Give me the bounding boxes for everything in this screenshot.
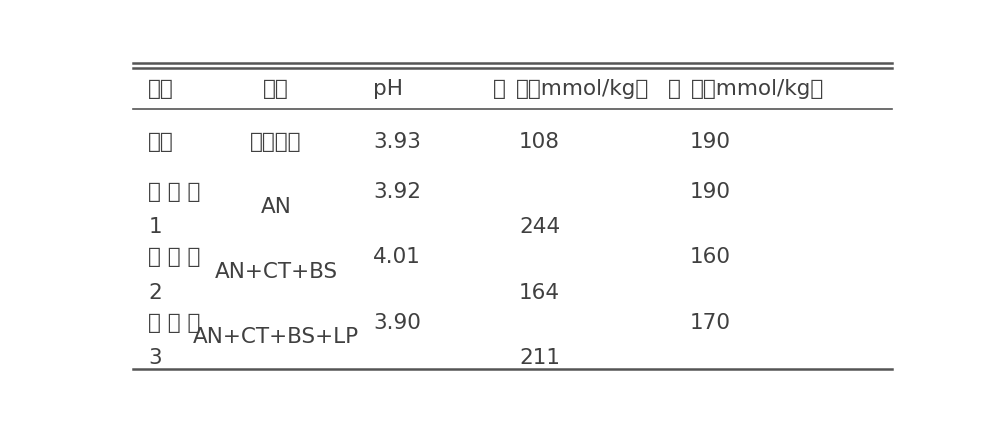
- Text: 实 施 例: 实 施 例: [148, 247, 201, 268]
- Text: 实 施 例: 实 施 例: [148, 312, 201, 333]
- Text: AN+CT+BS+LP: AN+CT+BS+LP: [193, 327, 359, 347]
- Text: 对照: 对照: [148, 131, 174, 152]
- Text: 160: 160: [690, 247, 731, 268]
- Text: 211: 211: [519, 348, 560, 368]
- Text: 190: 190: [690, 182, 731, 202]
- Text: AN+CT+BS: AN+CT+BS: [215, 262, 338, 282]
- Text: 乙: 乙: [668, 79, 680, 99]
- Text: 处理: 处理: [263, 79, 289, 99]
- Text: 1: 1: [148, 217, 162, 238]
- Text: 2: 2: [148, 282, 162, 303]
- Text: 108: 108: [519, 131, 560, 152]
- Text: 乳: 乳: [493, 79, 506, 99]
- Text: pH: pH: [373, 79, 403, 99]
- Text: 3.93: 3.93: [373, 131, 421, 152]
- Text: 244: 244: [519, 217, 560, 238]
- Text: 生理盐水: 生理盐水: [250, 131, 302, 152]
- Text: 组别: 组别: [148, 79, 174, 99]
- Text: 3: 3: [148, 348, 162, 368]
- Text: 3.90: 3.90: [373, 312, 421, 333]
- Text: 酸（mmol/kg）: 酸（mmol/kg）: [691, 79, 824, 99]
- Text: 4.01: 4.01: [373, 247, 421, 268]
- Text: 3.92: 3.92: [373, 182, 421, 202]
- Text: 190: 190: [690, 131, 731, 152]
- Text: AN: AN: [261, 196, 292, 217]
- Text: 实 施 例: 实 施 例: [148, 182, 201, 202]
- Text: 酸（mmol/kg）: 酸（mmol/kg）: [516, 79, 650, 99]
- Text: 164: 164: [519, 282, 560, 303]
- Text: 170: 170: [690, 312, 731, 333]
